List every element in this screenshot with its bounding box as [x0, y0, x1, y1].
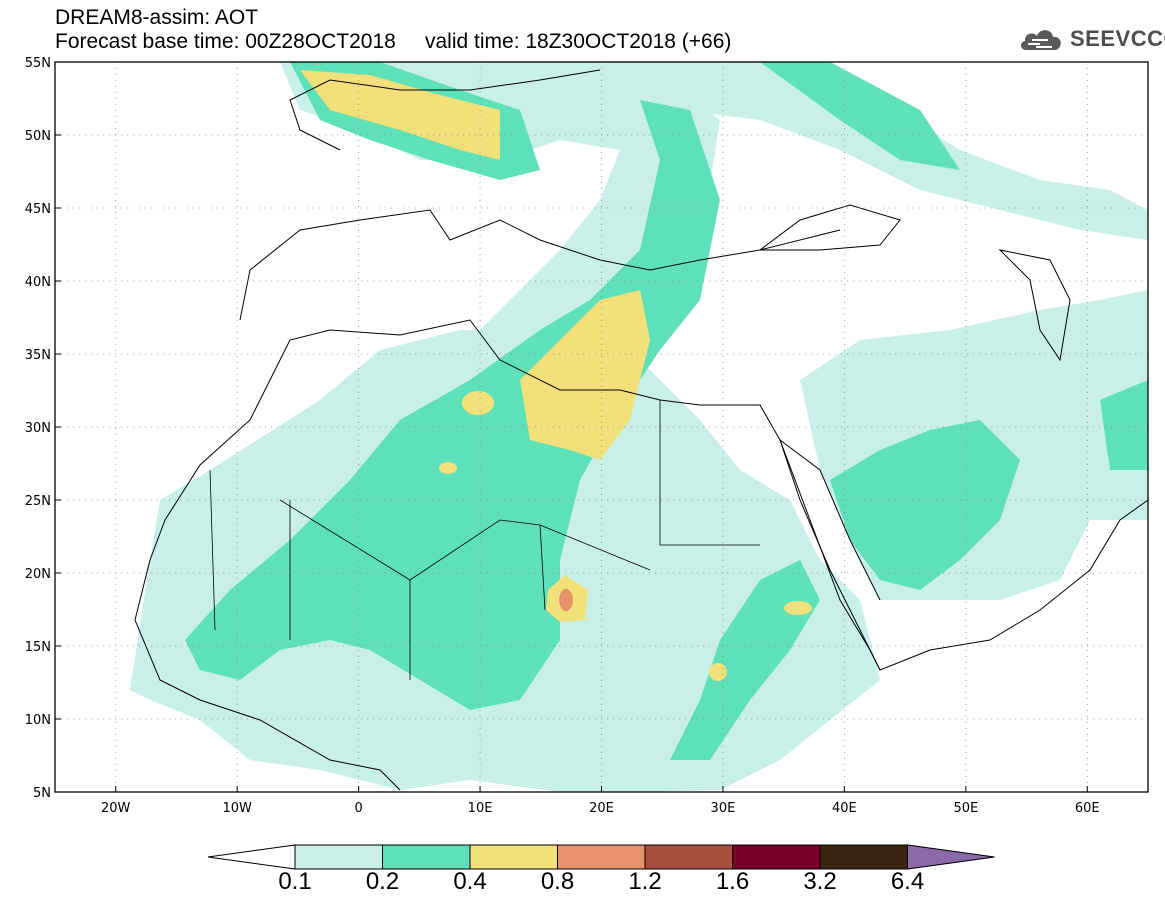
aot-field — [130, 62, 1148, 792]
lon-tick-label: 40E — [832, 801, 857, 816]
coastline-caspian — [998, 249, 1071, 362]
colorbar-label: 3.2 — [803, 868, 837, 895]
lon-tick-label: 0 — [354, 801, 362, 816]
title-block: DREAM8-assim: AOT Forecast base time: 00… — [55, 6, 731, 54]
aot-band-high-europe — [300, 70, 500, 160]
coastlines — [134, 69, 1148, 791]
coastline-black-sea — [758, 204, 901, 251]
colorbar-label: 0.2 — [365, 868, 400, 895]
aot-band-peak-core — [559, 589, 573, 611]
lon-tick-label: 10E — [468, 801, 493, 816]
coastline-arabia — [879, 499, 1148, 671]
map-title: DREAM8-assim: AOT — [55, 6, 259, 29]
colorbar-label: 1.2 — [628, 868, 662, 895]
lon-tick-label: 60E — [1075, 801, 1100, 816]
lat-tick-label: 45N — [25, 202, 51, 217]
colorbar-label: 0.8 — [540, 868, 575, 895]
logo: SEEVCCC — [1018, 22, 1165, 56]
colorbar-under-triangle — [207, 844, 296, 870]
lat-tick-labels: 55N 50N 45N 40N 35N 30N 25N 20N 15N 10N 5N — [25, 56, 61, 801]
colorbar-swatch — [294, 844, 383, 870]
lat-tick-label: 20N — [25, 567, 51, 582]
colorbar-label: 0.4 — [453, 868, 487, 895]
aot-band-mid-gulf — [1100, 380, 1148, 470]
lon-tick-label: 20E — [589, 801, 614, 816]
aot-band-mid-sahara — [185, 100, 720, 710]
lat-tick-label: 15N — [25, 640, 51, 655]
colorbar — [207, 844, 995, 870]
lon-tick-label: 20W — [101, 801, 131, 816]
lat-tick-label: 30N — [25, 421, 51, 436]
colorbar-swatch — [644, 844, 733, 870]
lat-tick-label: 50N — [25, 129, 51, 144]
border-lines — [209, 400, 760, 680]
coastline-north-europe — [289, 69, 601, 151]
aot-band-high-central — [520, 290, 650, 460]
aot-band-mid-plume-north — [760, 62, 960, 170]
colorbar-label: 1.6 — [715, 868, 750, 895]
aot-band-high-patch — [462, 391, 494, 415]
logo-text: SEEVCCC — [1070, 26, 1165, 51]
lon-tick-labels: 20W 10W 0 10E 20E 30E 40E 50E 60E — [101, 786, 1100, 816]
gridlines — [55, 62, 1148, 792]
lat-tick-label: 25N — [25, 494, 51, 509]
lat-tick-label: 40N — [25, 275, 51, 290]
coastline-europe — [239, 209, 841, 321]
coastline-gulf-of-guinea — [134, 559, 401, 791]
colorbar-label: 6.4 — [890, 868, 925, 895]
lon-tick-label: 50E — [953, 801, 978, 816]
lon-tick-label: 30E — [711, 801, 736, 816]
colorbar-swatch — [469, 844, 558, 870]
aot-band-high-patch — [784, 601, 812, 615]
lon-tick-label: 10W — [222, 801, 252, 816]
colorbar-over-triangle — [907, 844, 995, 870]
aot-band-high-patch — [709, 663, 727, 681]
colorbar-swatch — [819, 844, 908, 870]
colorbar-swatch — [732, 844, 821, 870]
coastline-red-sea — [779, 439, 881, 671]
aot-band-mid-arabia — [830, 420, 1020, 590]
lat-tick-label: 5N — [33, 786, 51, 801]
aot-band-high-patch — [439, 462, 457, 474]
aot-band-mid-east-africa — [670, 560, 820, 760]
coastline-west-africa — [149, 319, 881, 671]
lat-tick-label: 55N — [25, 56, 51, 71]
colorbar-swatch — [557, 844, 646, 870]
colorbar-label: 0.1 — [278, 868, 312, 895]
map-subtitle: Forecast base time: 00Z28OCT2018 valid t… — [55, 30, 732, 53]
cloud-icon — [1020, 30, 1061, 50]
lat-tick-label: 35N — [25, 348, 51, 363]
lat-tick-label: 10N — [25, 713, 51, 728]
colorbar-swatch — [382, 844, 471, 870]
